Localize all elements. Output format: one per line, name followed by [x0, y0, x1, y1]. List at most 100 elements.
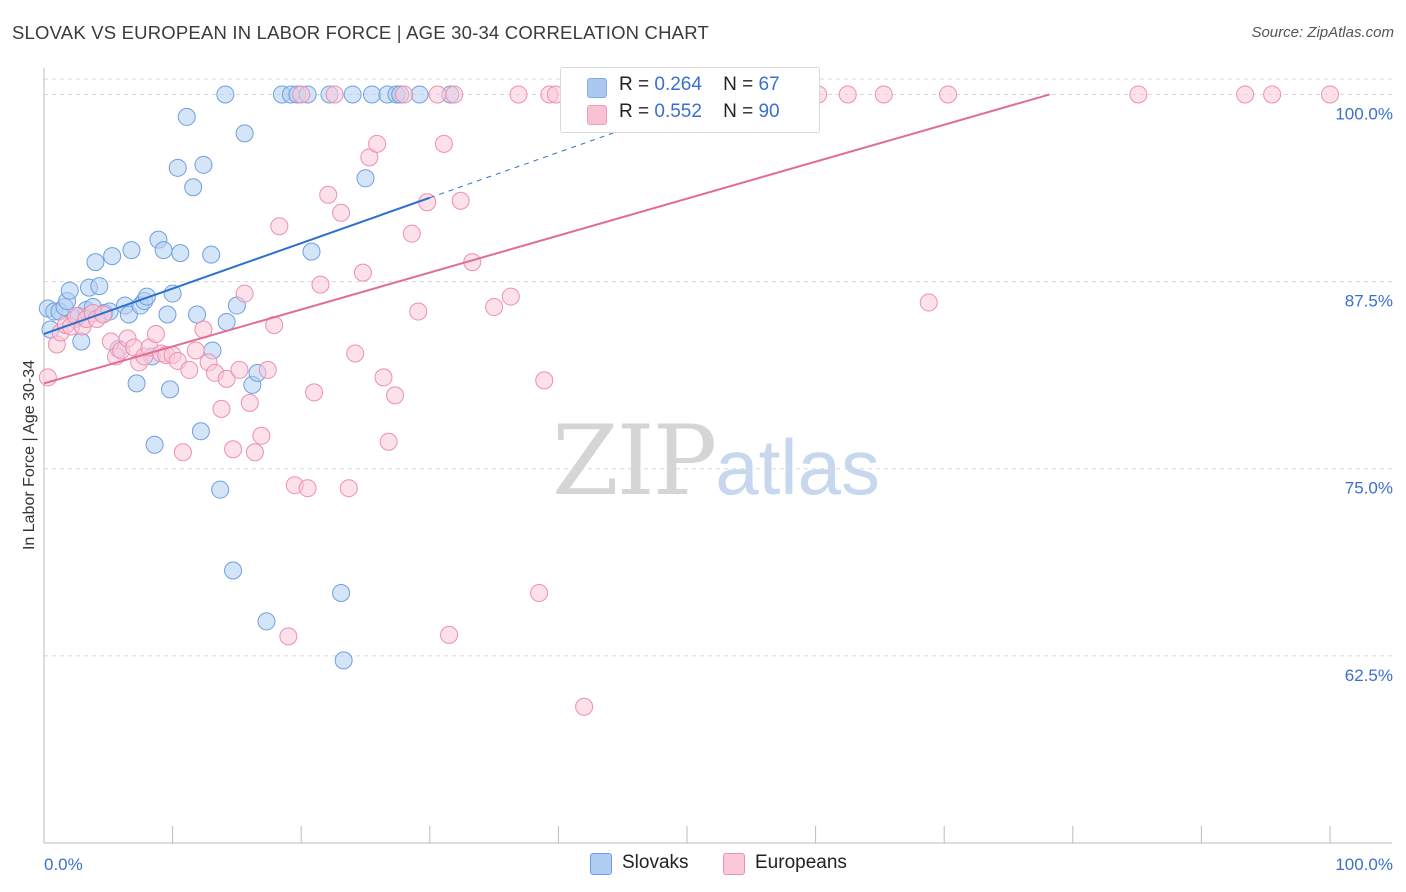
point-slovaks: [145, 435, 164, 454]
point-europeans: [325, 85, 344, 104]
point-slovaks: [127, 374, 146, 393]
legend-n-value: 67: [758, 74, 780, 95]
point-slovaks: [362, 85, 381, 104]
point-europeans: [1263, 85, 1282, 104]
legend-r-value: 0.552: [654, 101, 702, 122]
point-slovaks: [184, 178, 203, 197]
point-europeans: [224, 440, 243, 459]
point-slovaks: [191, 422, 210, 441]
point-europeans: [501, 287, 520, 306]
point-europeans: [1236, 85, 1255, 104]
point-europeans: [270, 217, 289, 236]
legend-r-value: 0.264: [654, 74, 702, 95]
point-slovaks: [72, 332, 91, 351]
point-europeans: [1129, 85, 1148, 104]
point-europeans: [374, 368, 393, 387]
point-slovaks: [194, 155, 213, 174]
point-europeans: [230, 360, 249, 379]
point-slovaks: [86, 253, 105, 272]
chart-title: SLOVAK VS EUROPEAN IN LABOR FORCE | AGE …: [12, 22, 709, 43]
point-slovaks: [224, 561, 243, 580]
point-europeans: [451, 191, 470, 210]
point-slovaks: [217, 313, 236, 332]
point-slovaks: [161, 380, 180, 399]
point-slovaks: [216, 85, 235, 104]
point-europeans: [530, 583, 549, 602]
point-slovaks: [168, 158, 187, 177]
point-slovaks: [137, 287, 156, 306]
legend-r-label: R =: [619, 101, 650, 122]
point-slovaks: [356, 169, 375, 188]
point-europeans: [279, 627, 298, 646]
point-europeans: [311, 275, 330, 294]
point-slovaks: [90, 277, 109, 296]
bottom-legend-label-slovaks: Slovaks: [622, 852, 689, 873]
y-tick-label: 100.0%: [1335, 104, 1393, 123]
point-europeans: [440, 625, 459, 644]
point-europeans: [395, 85, 414, 104]
point-europeans: [305, 383, 324, 402]
point-europeans: [575, 697, 594, 716]
point-slovaks: [202, 245, 221, 264]
point-europeans: [838, 85, 857, 104]
tick-label-layer: 62.5% 75.0% 87.5% 100.0% 0.0% 100.0%: [44, 104, 1393, 874]
point-europeans: [173, 443, 192, 462]
point-europeans: [292, 85, 311, 104]
point-europeans: [368, 134, 387, 153]
point-slovaks: [171, 244, 190, 263]
point-europeans: [212, 399, 231, 418]
point-europeans: [360, 148, 379, 167]
point-europeans: [332, 203, 351, 222]
point-europeans: [298, 479, 317, 498]
trend-line-slovaks: [43, 196, 431, 335]
legend-swatch-slovaks: [587, 78, 607, 98]
stats-legend: R = 0.264 N = 67 R = 0.552 N = 90: [560, 67, 820, 133]
point-europeans: [245, 443, 264, 462]
bottom-legend-swatch-europeans: [723, 853, 745, 875]
point-europeans: [38, 368, 57, 387]
point-europeans: [217, 369, 236, 388]
point-europeans: [94, 305, 113, 324]
watermark: ZIPatlas: [552, 405, 880, 517]
x-tick-label-max: 100.0%: [1335, 855, 1393, 874]
point-europeans: [252, 426, 271, 445]
point-europeans: [235, 284, 254, 303]
trend-layer: [43, 93, 1050, 385]
point-europeans: [353, 263, 372, 282]
point-europeans: [485, 298, 504, 317]
point-europeans: [409, 302, 428, 321]
trend-line-europeans: [43, 93, 1050, 385]
point-europeans: [445, 85, 464, 104]
point-slovaks: [302, 242, 321, 261]
point-europeans: [346, 344, 365, 363]
point-europeans: [874, 85, 893, 104]
y-tick-label: 75.0%: [1345, 479, 1393, 498]
point-slovaks: [332, 583, 351, 602]
point-europeans: [1321, 85, 1339, 104]
point-europeans: [939, 85, 958, 104]
watermark-atlas: atlas: [715, 423, 880, 511]
point-europeans: [535, 371, 554, 390]
point-slovaks: [154, 241, 173, 260]
point-slovaks: [343, 85, 362, 104]
point-slovaks: [410, 85, 429, 104]
point-slovaks: [334, 651, 353, 670]
point-europeans: [402, 224, 421, 243]
point-europeans: [509, 85, 528, 104]
point-europeans: [240, 393, 259, 412]
legend-n-label: N =: [723, 101, 754, 122]
trend-extension-slovaks: [429, 129, 623, 199]
source-label: Source: ZipAtlas.com: [1251, 24, 1394, 41]
points-layer: [38, 85, 1339, 716]
point-europeans: [319, 185, 338, 204]
point-slovaks: [211, 480, 230, 499]
point-europeans: [186, 341, 205, 360]
point-europeans: [258, 360, 277, 379]
point-slovaks: [158, 305, 177, 324]
point-slovaks: [188, 305, 207, 324]
bottom-legend-label-europeans: Europeans: [755, 852, 847, 873]
point-europeans: [428, 85, 447, 104]
legend-r-label: R =: [619, 74, 650, 95]
x-tick-label-min: 0.0%: [44, 855, 83, 874]
legend-n-label: N =: [723, 74, 754, 95]
